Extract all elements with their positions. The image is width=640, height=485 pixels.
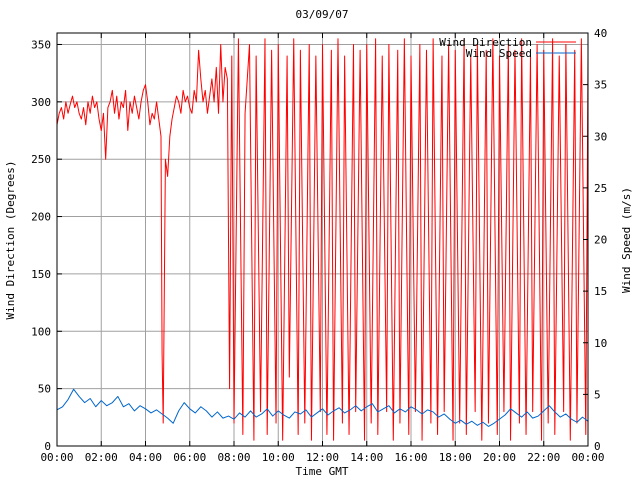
x-tick-label: 04:00 [129, 451, 162, 464]
y-tick-label-right: 5 [594, 388, 601, 401]
series-layer [56, 38, 589, 441]
x-tick-label: 08:00 [217, 451, 250, 464]
x-axis-label: Time GMT [296, 465, 349, 478]
x-tick-label: 06:00 [173, 451, 206, 464]
x-tick-label: 00:00 [40, 451, 73, 464]
x-tick-label: 12:00 [306, 451, 339, 464]
y-tick-label-right: 20 [594, 234, 607, 247]
y-axis-label-right: Wind Speed (m/s) [620, 187, 633, 293]
x-tick-label: 22:00 [527, 451, 560, 464]
y-tick-label-left: 250 [31, 153, 51, 166]
y-tick-label-left: 100 [31, 325, 51, 338]
x-tick-label: 20:00 [483, 451, 516, 464]
y-tick-label-left: 150 [31, 268, 51, 281]
y-tick-label-right: 10 [594, 337, 607, 350]
y-tick-label-left: 300 [31, 96, 51, 109]
y-tick-label-left: 50 [38, 383, 51, 396]
y-tick-label-left: 200 [31, 211, 51, 224]
ticks-layer: 00:00 02:00 04:00 06:00 08:00 10:00 12:00 14:00… [31, 27, 607, 464]
y-tick-label-right: 0 [594, 440, 601, 453]
x-tick-label: 10:00 [262, 451, 295, 464]
legend-label-wind-direction: Wind Direction [439, 36, 532, 49]
x-tick-label: 16:00 [394, 451, 427, 464]
x-tick-label: 02:00 [85, 451, 118, 464]
y-axis-label-left: Wind Direction (Degrees) [4, 161, 17, 320]
chart-title: 03/09/07 [296, 8, 349, 21]
legend-label-wind-speed: Wind Speed [466, 47, 532, 60]
x-tick-label: 00:00 [571, 451, 604, 464]
x-tick-label: 14:00 [350, 451, 383, 464]
y-tick-label-right: 25 [594, 182, 607, 195]
series-line-wind-speed [56, 388, 589, 427]
x-tick-label: 18:00 [439, 451, 472, 464]
legend: Wind Direction Wind Speed [439, 36, 576, 60]
y-tick-label-right: 40 [594, 27, 607, 40]
y-tick-label-right: 30 [594, 130, 607, 143]
series-line-wind-direction [56, 38, 589, 441]
y-tick-label-right: 15 [594, 285, 607, 298]
y-tick-label-left: 350 [31, 38, 51, 51]
y-tick-label-right: 35 [594, 79, 607, 92]
y-tick-label-left: 0 [44, 440, 51, 453]
